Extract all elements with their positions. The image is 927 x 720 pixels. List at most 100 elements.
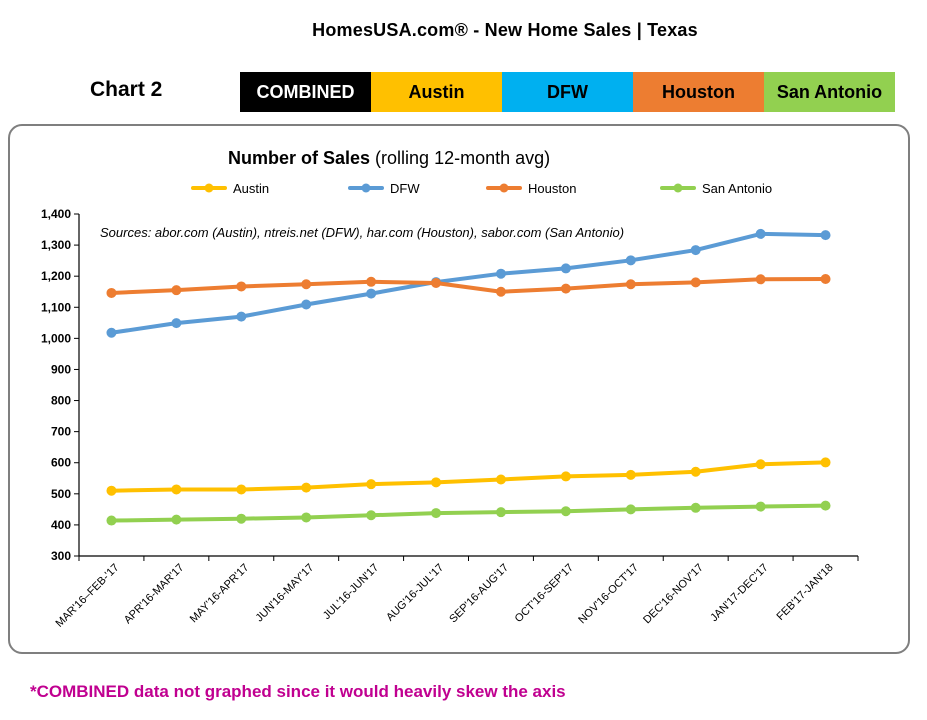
plot-area: 300 400 500 600 700 800 900 1,000 1,100 1,200 1,30… bbox=[41, 207, 859, 630]
data-point-houston bbox=[495, 286, 506, 297]
data-point-houston bbox=[106, 287, 117, 298]
series-line-dfw bbox=[109, 231, 828, 335]
tab-houston[interactable]: Houston bbox=[633, 72, 764, 112]
data-point-san-antonio bbox=[495, 507, 506, 518]
data-point-san-antonio bbox=[560, 506, 571, 517]
y-tick-label: 1,100 bbox=[41, 300, 71, 314]
data-point-austin bbox=[820, 457, 831, 468]
tab-san-antonio[interactable]: San Antonio bbox=[764, 72, 895, 112]
data-point-houston bbox=[560, 283, 571, 294]
legend-label: Austin bbox=[233, 181, 269, 196]
x-tick-label: NOV'16-OCT'17 bbox=[576, 562, 641, 627]
data-point-dfw bbox=[495, 268, 506, 279]
tab-dfw[interactable]: DFW bbox=[502, 72, 633, 112]
data-point-dfw bbox=[171, 318, 182, 329]
data-point-dfw bbox=[106, 327, 117, 338]
data-point-houston bbox=[301, 279, 312, 290]
chart-title: Number of Sales (rolling 12-month avg) bbox=[228, 148, 550, 168]
chart-frame: Number of Sales (rolling 12-month avg) A… bbox=[8, 124, 910, 654]
data-point-austin bbox=[171, 484, 182, 495]
market-tabs: COMBINED Austin DFW Houston San Antonio bbox=[240, 72, 895, 112]
x-tick-label: JAN'17-DEC'17 bbox=[708, 562, 770, 624]
data-point-austin bbox=[495, 474, 506, 485]
data-point-san-antonio bbox=[690, 502, 701, 513]
series-line-austin bbox=[109, 460, 828, 493]
y-tick-label: 900 bbox=[51, 362, 71, 376]
data-point-austin bbox=[755, 459, 766, 470]
y-tick-label: 1,300 bbox=[41, 238, 71, 252]
data-point-austin bbox=[301, 482, 312, 493]
data-point-san-antonio bbox=[301, 512, 312, 523]
x-tick-label: DEC'16-NOV'17 bbox=[641, 562, 706, 627]
legend-label: Houston bbox=[528, 181, 576, 196]
y-tick-label: 500 bbox=[51, 487, 71, 501]
data-point-san-antonio bbox=[171, 514, 182, 525]
tab-austin[interactable]: Austin bbox=[371, 72, 502, 112]
data-point-houston bbox=[820, 273, 831, 284]
data-point-houston bbox=[236, 281, 247, 292]
data-point-dfw bbox=[236, 311, 247, 322]
data-point-san-antonio bbox=[625, 504, 636, 515]
data-point-dfw bbox=[755, 228, 766, 239]
data-point-houston bbox=[366, 276, 377, 287]
x-tick-label: SEP'16-AUG'17 bbox=[447, 562, 511, 626]
legend-marker bbox=[204, 183, 214, 193]
data-point-dfw bbox=[366, 288, 377, 299]
data-point-dfw bbox=[625, 255, 636, 266]
x-tick-label: AUG'16-JUL'17 bbox=[384, 562, 446, 624]
x-tick-label: OCT'16-SEP'17 bbox=[513, 562, 576, 625]
data-point-san-antonio bbox=[366, 510, 377, 521]
data-point-san-antonio bbox=[431, 508, 442, 519]
data-point-austin bbox=[560, 471, 571, 482]
chart-legend: Austin DFW Houston San Antonio bbox=[191, 181, 772, 196]
chart-label: Chart 2 bbox=[90, 78, 163, 101]
chart-title-rest: (rolling 12-month avg) bbox=[370, 148, 550, 168]
y-tick-label: 800 bbox=[51, 394, 71, 408]
data-point-dfw bbox=[820, 230, 831, 241]
data-point-houston bbox=[625, 279, 636, 290]
y-tick-label: 600 bbox=[51, 456, 71, 470]
data-point-san-antonio bbox=[755, 501, 766, 512]
x-tick-label: JUN'16-MAY'17 bbox=[254, 562, 317, 625]
legend-label: San Antonio bbox=[702, 181, 772, 196]
legend-marker bbox=[673, 183, 683, 193]
tab-combined[interactable]: COMBINED bbox=[240, 72, 371, 112]
x-tick-label: FEB'17-JAN'18 bbox=[774, 562, 835, 623]
data-point-san-antonio bbox=[820, 500, 831, 511]
data-point-san-antonio bbox=[106, 515, 117, 526]
data-point-houston bbox=[690, 277, 701, 288]
y-tick-label: 400 bbox=[51, 518, 71, 532]
x-tick-label: JUL'16-JUN'17 bbox=[321, 562, 381, 622]
y-tick-label: 1,400 bbox=[41, 207, 71, 221]
y-tick-label: 700 bbox=[51, 425, 71, 439]
chart-title-bold: Number of Sales bbox=[228, 148, 370, 168]
legend-marker bbox=[361, 183, 371, 193]
legend-label: DFW bbox=[390, 181, 420, 196]
y-tick-label: 1,200 bbox=[41, 269, 71, 283]
series-line-houston bbox=[109, 276, 828, 295]
page-title: HomesUSA.com® - New Home Sales | Texas bbox=[312, 20, 698, 40]
data-point-san-antonio bbox=[236, 513, 247, 524]
data-point-austin bbox=[625, 469, 636, 480]
data-point-houston bbox=[755, 274, 766, 285]
data-point-houston bbox=[431, 278, 442, 289]
data-point-austin bbox=[431, 477, 442, 488]
footnote: *COMBINED data not graphed since it woul… bbox=[30, 682, 566, 701]
data-point-austin bbox=[690, 466, 701, 477]
data-point-dfw bbox=[690, 245, 701, 256]
y-tick-label: 300 bbox=[51, 549, 71, 563]
line-chart: Number of Sales (rolling 12-month avg) A… bbox=[41, 148, 859, 630]
y-tick-label: 1,000 bbox=[41, 331, 71, 345]
data-point-dfw bbox=[560, 263, 571, 274]
data-point-austin bbox=[366, 479, 377, 490]
series-line-san-antonio bbox=[109, 503, 828, 523]
x-tick-label: MAY'16-APR'17 bbox=[188, 562, 252, 626]
data-point-houston bbox=[171, 285, 182, 296]
data-point-austin bbox=[106, 485, 117, 496]
data-point-austin bbox=[236, 484, 247, 495]
x-tick-label: APR'16-MAR'17 bbox=[122, 562, 187, 627]
legend-marker bbox=[499, 183, 509, 193]
x-tick-label: MAR'16–FEB-'17 bbox=[53, 562, 121, 630]
chart-annotation: Sources: abor.com (Austin), ntreis.net (… bbox=[100, 225, 624, 240]
data-point-dfw bbox=[301, 299, 312, 310]
